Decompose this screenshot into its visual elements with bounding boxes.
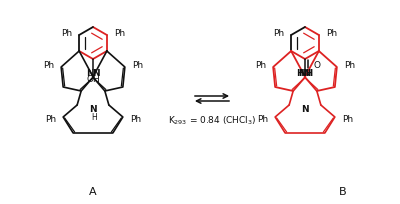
Text: Ph: Ph — [45, 115, 56, 124]
Text: Ph: Ph — [61, 28, 72, 37]
Text: A: A — [89, 186, 97, 196]
Text: N: N — [89, 105, 97, 114]
Text: H: H — [91, 113, 97, 122]
Text: N: N — [92, 69, 100, 78]
Text: Ph: Ph — [132, 61, 143, 70]
Text: N: N — [301, 105, 309, 114]
Text: Ph: Ph — [342, 115, 353, 124]
Text: Ph: Ph — [257, 115, 268, 124]
Text: NH: NH — [298, 68, 314, 77]
Text: N: N — [86, 69, 94, 78]
Text: HN: HN — [296, 68, 312, 77]
Text: OH: OH — [86, 75, 100, 84]
Text: O: O — [314, 60, 321, 69]
Text: Ph: Ph — [273, 28, 284, 37]
Text: Ph: Ph — [43, 61, 54, 70]
Text: Ph: Ph — [255, 61, 266, 70]
Text: K$_{293}$ = 0.84 (CHCl$_{3}$): K$_{293}$ = 0.84 (CHCl$_{3}$) — [168, 114, 256, 127]
Text: Ph: Ph — [326, 28, 337, 37]
Text: Ph: Ph — [130, 115, 141, 124]
Text: Ph: Ph — [114, 28, 125, 37]
Text: B: B — [339, 186, 347, 196]
Text: Ph: Ph — [344, 61, 355, 70]
